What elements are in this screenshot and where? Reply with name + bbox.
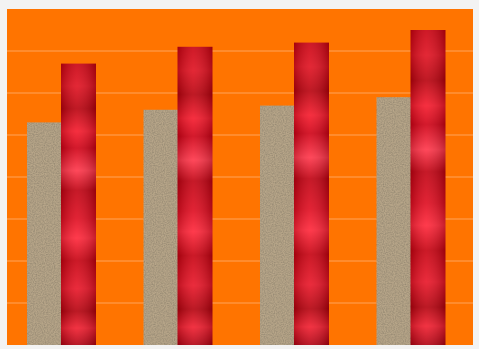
bar-series-1-item-3	[260, 105, 295, 345]
sand-texture	[260, 105, 295, 345]
sand-texture	[143, 109, 179, 345]
bar-series-1-item-4	[376, 97, 412, 345]
bar-series-1-item-1	[27, 122, 62, 346]
red-bar-sheen	[177, 46, 213, 346]
bar-series-2-item-2	[177, 46, 213, 346]
bars	[27, 30, 446, 346]
sand-texture	[376, 97, 412, 345]
bar-series-2-item-4	[410, 30, 446, 345]
sand-texture	[27, 122, 62, 346]
red-bar-sheen	[61, 63, 96, 345]
red-bar-sheen	[410, 30, 446, 345]
red-bar-sheen	[294, 42, 329, 345]
bar-series-2-item-1	[61, 63, 96, 345]
bar-series-1-item-2	[143, 109, 179, 345]
bar-series-2-item-3	[294, 42, 329, 345]
